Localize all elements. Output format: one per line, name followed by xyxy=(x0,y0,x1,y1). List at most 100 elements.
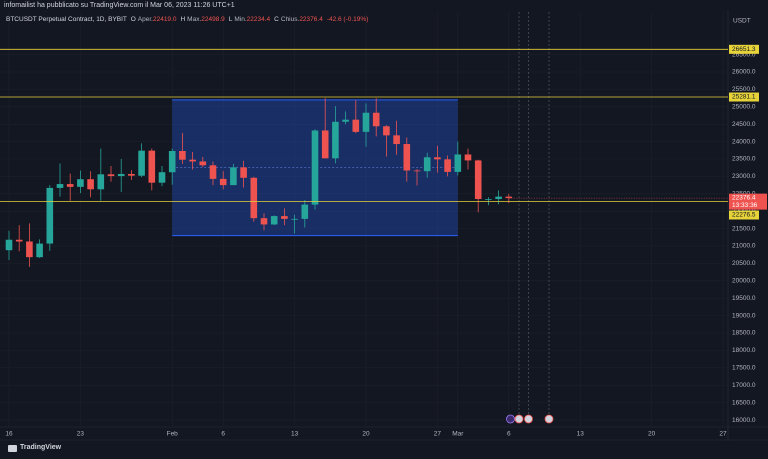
y-tick-label: 24500.0 xyxy=(732,121,756,128)
event-icon xyxy=(514,414,524,424)
candle-body xyxy=(444,159,451,172)
y-tick-label: 17000.0 xyxy=(732,382,756,389)
x-tick-label: 13 xyxy=(291,431,299,438)
candle-body xyxy=(209,165,217,179)
candle-body xyxy=(168,151,176,173)
y-tick-label: 21000.0 xyxy=(732,243,756,250)
current-price-label: 22376.4 xyxy=(732,194,756,201)
x-tick-label: 13 xyxy=(577,431,585,438)
candle-body xyxy=(291,218,298,220)
candle-body xyxy=(311,130,319,205)
candle-body xyxy=(393,135,400,145)
legend-key: L xyxy=(228,16,233,23)
candle-body xyxy=(454,154,462,172)
x-tick-label: 6 xyxy=(507,431,511,438)
legend-key: O xyxy=(130,16,136,23)
candle-body xyxy=(66,184,74,187)
legend-value: 22498.9 xyxy=(201,16,225,23)
y-tick-label: 24000.0 xyxy=(732,138,756,145)
y-tick-label: 20000.0 xyxy=(732,278,756,285)
publish-header: infomailist ha pubblicato su TradingView… xyxy=(4,2,235,9)
candle-body xyxy=(383,126,390,136)
candle-body xyxy=(199,161,207,166)
candle-body xyxy=(97,174,105,190)
candle-body xyxy=(474,160,482,200)
candle-body xyxy=(15,239,23,242)
candle-body xyxy=(77,179,84,187)
candle-body xyxy=(117,173,125,177)
y-tick-label: 25000.0 xyxy=(732,104,756,111)
candle-body xyxy=(138,150,145,176)
x-tick-label: Feb xyxy=(167,431,179,438)
candle-body xyxy=(230,167,237,186)
candle-body xyxy=(260,218,268,225)
logo-mark xyxy=(8,445,17,452)
candle-body xyxy=(352,119,360,132)
event-icon xyxy=(506,414,515,424)
y-tick-label: 18000.0 xyxy=(732,347,756,354)
candle-body xyxy=(5,239,13,251)
legend-label: Aper. xyxy=(137,16,153,23)
candle-body xyxy=(26,241,33,258)
candle-body xyxy=(46,187,54,244)
legend-label: Min. xyxy=(234,16,247,23)
legend-key: C xyxy=(274,16,279,23)
price-label: 25281.1 xyxy=(732,94,756,101)
candle-body xyxy=(270,216,278,225)
candle-body xyxy=(179,151,186,160)
x-tick-label: 27 xyxy=(434,431,442,438)
legend-change: -42.6 (-0.19%) xyxy=(326,16,369,23)
candle-body xyxy=(301,204,309,219)
candle-body xyxy=(148,150,156,183)
legend-value: 22419.0 xyxy=(152,16,177,23)
candle-body xyxy=(321,130,329,159)
candle-body xyxy=(240,167,247,178)
candle-body xyxy=(495,196,502,200)
candle-body xyxy=(189,159,196,162)
candle-body xyxy=(158,172,166,183)
candle-body xyxy=(464,154,472,161)
x-tick-label: 20 xyxy=(362,431,370,438)
candle-body xyxy=(342,119,349,122)
price-label-box xyxy=(729,210,759,220)
x-tick-label: Mar xyxy=(452,431,464,438)
candle-body xyxy=(332,121,339,159)
x-tick-label: 6 xyxy=(221,431,225,438)
y-tick-label: 17500.0 xyxy=(732,365,756,372)
candle-body xyxy=(505,196,513,199)
candle-body xyxy=(250,177,258,219)
countdown-label: 13:33:36 xyxy=(732,202,758,209)
price-label-box xyxy=(729,44,759,54)
y-tick-label: 23500.0 xyxy=(732,156,756,163)
event-icon xyxy=(524,414,533,424)
candle-body xyxy=(87,179,94,190)
y-tick-label: 19000.0 xyxy=(732,312,756,319)
y-tick-label: 16500.0 xyxy=(732,399,756,406)
candle-body xyxy=(403,144,411,171)
y-tick-label: 26000.0 xyxy=(732,69,756,76)
candle-body xyxy=(281,216,288,219)
y-tick-label: 25500.0 xyxy=(732,86,756,93)
price-label-box xyxy=(729,92,759,102)
legend-value: 22234.4 xyxy=(246,16,271,23)
x-tick-label: 27 xyxy=(719,431,727,438)
y-tick-label: 20500.0 xyxy=(732,260,756,267)
x-tick-label: 16 xyxy=(5,431,13,438)
symbol: BTCUSDT Perpetual Contract, 1D, BYBIT xyxy=(6,16,127,23)
legend-label: Chius. xyxy=(280,16,300,23)
price-label: 26651.3 xyxy=(732,46,756,53)
y-tick-label: 16000.0 xyxy=(732,417,756,424)
candle-body xyxy=(423,157,431,172)
candle-body xyxy=(219,178,227,186)
y-tick-label: 26500.0 xyxy=(732,51,756,58)
candle-body xyxy=(434,157,441,160)
x-tick-label: 23 xyxy=(77,431,85,438)
candle-body xyxy=(362,112,370,132)
x-tick-label: 20 xyxy=(648,431,656,438)
candle-body xyxy=(128,173,135,176)
footer-logo: TradingView xyxy=(20,444,62,451)
candle-body xyxy=(107,174,115,177)
